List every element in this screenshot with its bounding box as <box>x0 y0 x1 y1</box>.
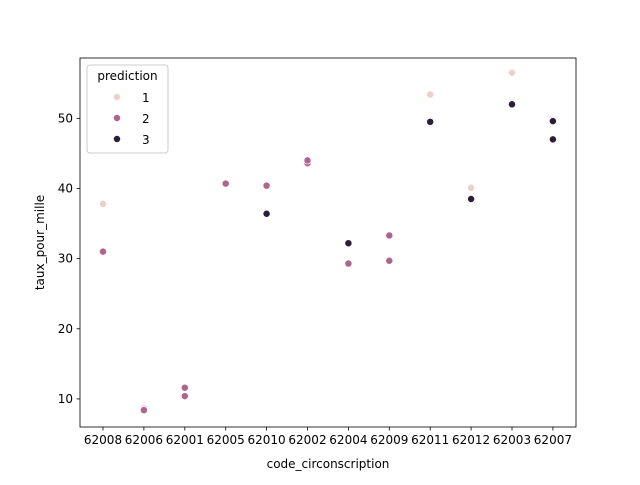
x-tick-label-62008: 62008 <box>84 433 122 447</box>
legend-entries: 1 2 3 <box>113 91 150 147</box>
x-tick-label-62003: 62003 <box>493 433 531 447</box>
data-point-series-3-6 <box>548 135 557 144</box>
x-tick-label-62012: 62012 <box>452 433 490 447</box>
x-tick-label-62001: 62001 <box>166 433 204 447</box>
legend-marker-3 <box>113 135 121 143</box>
legend-marker-1 <box>113 93 121 101</box>
x-tick-label-62010: 62010 <box>248 433 286 447</box>
y-tick-label-20: 20 <box>58 322 73 336</box>
data-point-series-2-5 <box>262 181 271 190</box>
x-tick-label-62007: 62007 <box>534 433 572 447</box>
data-point-series-2-0 <box>99 247 107 256</box>
data-point-series-2-7 <box>303 156 312 165</box>
data-points <box>99 68 557 415</box>
y-tick-label-50: 50 <box>58 111 73 125</box>
y-tick-label-10: 10 <box>58 392 73 406</box>
data-point-series-3-0 <box>262 209 271 218</box>
data-point-series-2-4 <box>221 179 230 188</box>
legend: prediction 1 2 3 <box>86 64 169 154</box>
legend-title: prediction <box>97 69 157 83</box>
data-point-series-2-1 <box>139 406 148 415</box>
y-tick-label-30: 30 <box>58 252 73 266</box>
data-point-series-2-2 <box>180 383 189 392</box>
x-axis-ticks: 62008 62006 62001 62005 62010 62002 62004 62009… <box>84 427 572 447</box>
data-point-series-2-9 <box>385 231 394 240</box>
data-point-series-1-2 <box>426 90 435 99</box>
legend-label-2: 2 <box>142 112 150 126</box>
data-point-series-2-10 <box>385 256 394 265</box>
data-point-series-1-0 <box>99 199 107 208</box>
data-point-series-2-3 <box>180 392 189 401</box>
data-point-series-1-3 <box>467 183 476 192</box>
data-point-series-3-1 <box>344 239 353 248</box>
legend-frame <box>86 64 169 154</box>
legend-label-3: 3 <box>142 133 150 147</box>
x-tick-label-62011: 62011 <box>411 433 449 447</box>
data-point-series-2-8 <box>344 259 353 268</box>
x-tick-label-62005: 62005 <box>207 433 245 447</box>
x-tick-label-62002: 62002 <box>288 433 326 447</box>
data-point-series-3-5 <box>548 117 557 126</box>
x-tick-label-62006: 62006 <box>125 433 163 447</box>
data-point-series-3-4 <box>508 100 516 109</box>
x-tick-label-62009: 62009 <box>370 433 408 447</box>
data-point-series-1-4 <box>508 68 516 77</box>
y-axis-title: taux_pour_mille <box>33 195 47 290</box>
legend-marker-2 <box>113 114 121 122</box>
x-tick-label-62004: 62004 <box>329 433 367 447</box>
plot-frame <box>79 57 577 428</box>
data-point-series-3-3 <box>467 195 476 203</box>
y-axis-ticks: 10 20 30 40 50 <box>58 111 80 406</box>
y-tick-label-40: 40 <box>58 181 73 195</box>
legend-label-1: 1 <box>142 91 150 105</box>
x-axis-title: code_circonscription <box>267 457 390 471</box>
data-point-series-3-2 <box>426 117 435 126</box>
